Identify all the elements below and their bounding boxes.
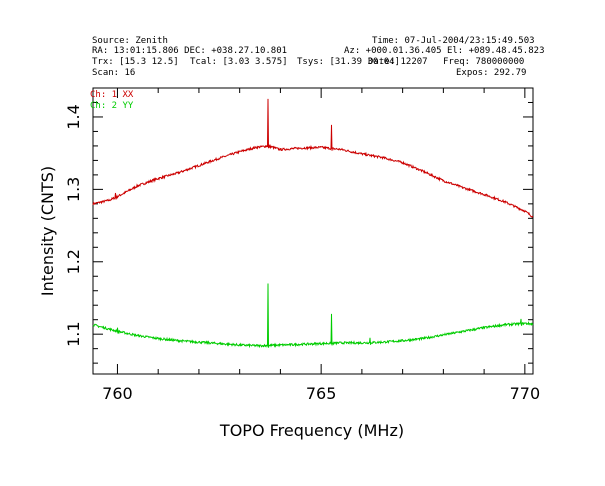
y-axis-label: Intensity (CNTS) (38, 166, 57, 296)
series-ch1-xx-line (92, 98, 534, 219)
series-ch2-yy-line (92, 283, 534, 349)
plot-frame (92, 87, 534, 375)
legend-ch1: Ch: 1 XX (90, 90, 134, 100)
header-freq: Freq: 780000000 (443, 57, 525, 67)
header-trx: Trx: [15.3 12.5] (92, 57, 179, 67)
y-tick-label: 1.2 (64, 249, 83, 274)
x-axis-label: TOPO Frequency (MHz) (219, 421, 404, 440)
x-tick-label: 765 (306, 384, 337, 403)
y-tick-label: 1.3 (64, 177, 83, 202)
header-source: Source: Zenith (92, 36, 168, 46)
legend-ch2: Ch: 2 YY (90, 101, 134, 111)
y-tick-label: 1.1 (64, 321, 83, 346)
y-tick-label: 1.4 (64, 104, 83, 129)
header-date: Date: 12207 (368, 57, 428, 67)
header-tcal: Tcal: [3.03 3.575] (190, 57, 288, 67)
header-tsys: Tsys: [31.39 30.04] (297, 57, 400, 67)
header-expos: Expos: 292.79 (456, 68, 527, 78)
x-tick-label: 770 (510, 384, 541, 403)
header-time: Time: 07-Jul-2004/23:15:49.503 (372, 36, 535, 46)
header-az-el: Az: +000.01.36.405 El: +089.48.45.823 (344, 46, 545, 56)
header-scan: Scan: 16 (92, 68, 136, 78)
x-tick-label: 760 (102, 384, 133, 403)
header-ra-dec: RA: 13:01:15.806 DEC: +038.27.10.801 (92, 46, 288, 56)
